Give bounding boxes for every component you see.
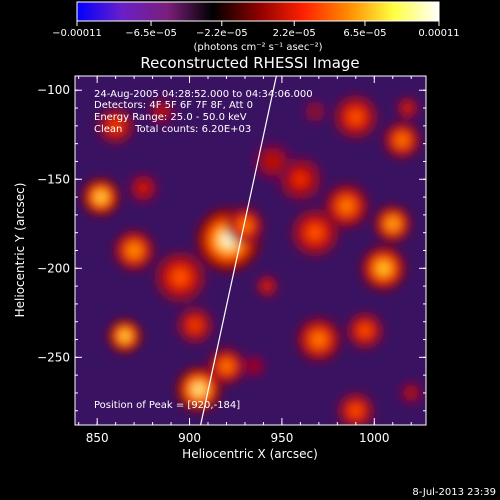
plot-area (75, 76, 426, 425)
heatmap-source (388, 219, 397, 228)
heatmap-source (158, 108, 165, 115)
heatmap-source (129, 246, 139, 255)
heatmap-source (193, 384, 204, 395)
x-axis-label: Heliocentric X (arcsec) (182, 447, 318, 461)
heatmap-source (341, 201, 352, 211)
colorbar-tick-label: 6.5e−05 (343, 28, 386, 39)
solar-limb-line (200, 76, 277, 425)
y-tick-label: −250 (37, 350, 70, 364)
heatmap-source (251, 363, 257, 369)
heatmap-source (360, 326, 370, 335)
colorbar: −0.00011 −6.5e−05 −2.2e−05 2.2e−05 6.5e−05 0.… (52, 1, 460, 53)
x-axis-ticks: 850 900 950 1000 (78, 76, 412, 445)
heatmap-source (312, 109, 318, 115)
heatmap-source (351, 406, 360, 415)
colorbar-gradient (76, 1, 440, 22)
x-tick-label: 1000 (359, 431, 390, 445)
heatmap-source (191, 321, 200, 330)
chart-title: Reconstructed RHESSI Image (140, 54, 359, 72)
heatmap-source (295, 174, 306, 185)
x-tick-label: 950 (270, 431, 293, 445)
heatmap-source (378, 263, 389, 274)
heatmap-source (222, 362, 231, 371)
x-tick-label: 900 (178, 431, 201, 445)
colorbar-tick-label: 2.2e−05 (273, 28, 316, 39)
heatmap-source (408, 390, 414, 396)
colorbar-tick-label: −6.5e−05 (125, 28, 177, 39)
y-tick-label: −100 (37, 83, 70, 97)
colorbar-tick-label: −0.00011 (52, 28, 102, 39)
annotation-energy: Energy Range: 25.0 - 50.0 keV (94, 112, 247, 123)
heatmap-sources (82, 94, 423, 425)
heatmap-source (111, 121, 120, 130)
annotation-clean: Clean Total counts: 6.20E+03 (94, 124, 251, 135)
heatmap-source (313, 334, 324, 345)
colorbar-ticks: −0.00011 −6.5e−05 −2.2e−05 2.2e−05 6.5e−05 0.… (52, 21, 460, 39)
annotation-block: 24-Aug-2005 04:28:52.000 to 04:34:06.000… (94, 89, 313, 411)
heatmap-source (350, 112, 361, 122)
heatmap-source (96, 193, 105, 202)
annotation-detectors: Detectors: 4F 5F 6F 7F 8F, Att 0 (94, 100, 253, 111)
colorbar-tick-label: −2.2e−05 (196, 28, 248, 39)
y-tick-label: −150 (37, 172, 70, 186)
annotation-time: 24-Aug-2005 04:28:52.000 to 04:34:06.000 (94, 89, 313, 100)
heatmap-source (405, 105, 410, 111)
y-axis-label: Heliocentric Y (arcsec) (13, 183, 27, 318)
heatmap-source (174, 271, 186, 283)
colorbar-unit: (photons cm⁻² s⁻¹ asec⁻²) (193, 42, 322, 53)
y-tick-label: −200 (37, 261, 70, 275)
heatmap-source (268, 157, 277, 166)
y-axis-ticks: −100 −150 −200 −250 (37, 83, 426, 412)
heatmap-source (309, 227, 321, 238)
heatmap-source (397, 136, 407, 145)
annotation-peak-position: Position of Peak = [920,-184] (94, 400, 240, 411)
heatmap-source (264, 283, 270, 289)
timestamp: 8-Jul-2013 23:39 (412, 487, 496, 498)
x-tick-label: 850 (86, 431, 109, 445)
heatmap-source (140, 184, 147, 192)
heatmap-source (121, 332, 129, 340)
colorbar-tick-label: 0.00011 (418, 28, 459, 39)
